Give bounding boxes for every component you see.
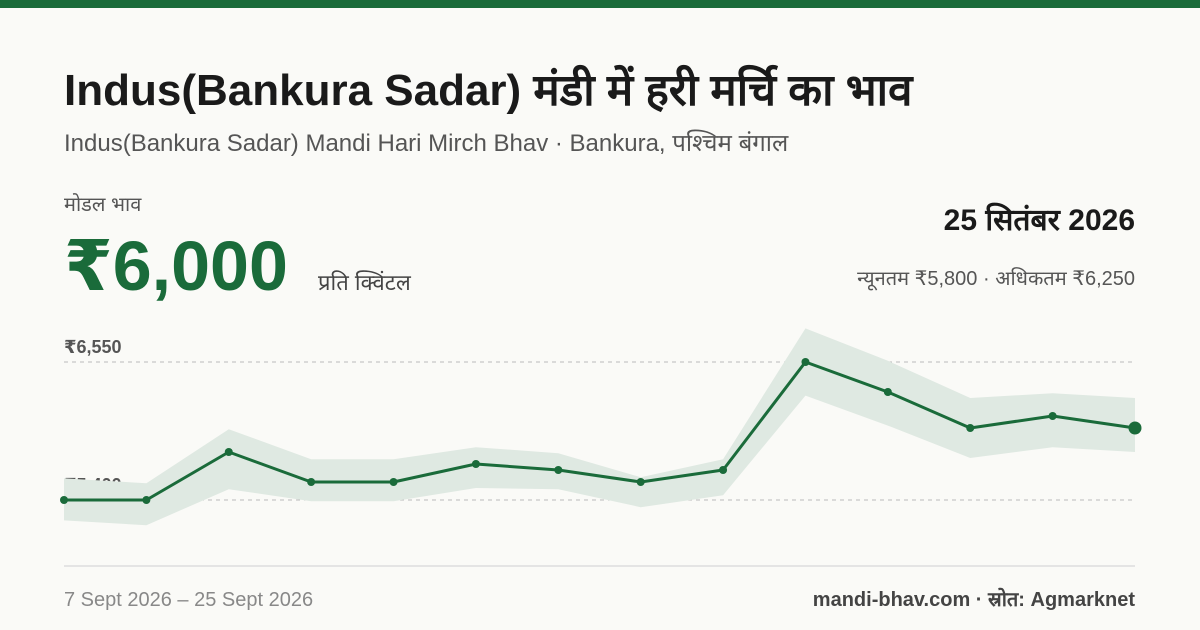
- point: [142, 496, 151, 504]
- point: [636, 478, 645, 486]
- point: [719, 466, 728, 474]
- date: 25 सितंबर 2026: [944, 202, 1135, 237]
- range-band: [64, 328, 1135, 526]
- point: [224, 448, 233, 456]
- modal-label: मोडल भाव: [64, 193, 142, 216]
- source: mandi-bhav.com · स्रोत: Agmarknet: [813, 587, 1136, 611]
- subtitle: Indus(Bankura Sadar) Mandi Hari Mirch Bh…: [64, 129, 789, 157]
- point: [554, 466, 563, 474]
- min-max: न्यूनतम ₹5,800 · अधिकतम ₹6,250: [857, 267, 1135, 291]
- top-bar: [0, 0, 1200, 8]
- unit: प्रति क्विंटल: [318, 270, 412, 295]
- modal-price: ₹6,000: [64, 227, 288, 305]
- y-tick-label: ₹6,550: [64, 337, 122, 357]
- point: [471, 460, 480, 468]
- date-range: 7 Sept 2026 – 25 Sept 2026: [64, 589, 313, 611]
- point: [801, 358, 810, 366]
- point: [307, 478, 316, 486]
- point: [966, 424, 975, 432]
- point: [883, 388, 892, 396]
- price-line: [64, 360, 1136, 502]
- point: [60, 496, 68, 504]
- point: [1048, 412, 1057, 420]
- point: [1128, 421, 1142, 435]
- point: [389, 478, 398, 486]
- title: Indus(Bankura Sadar) मंडी में हरी मर्चि …: [64, 64, 914, 115]
